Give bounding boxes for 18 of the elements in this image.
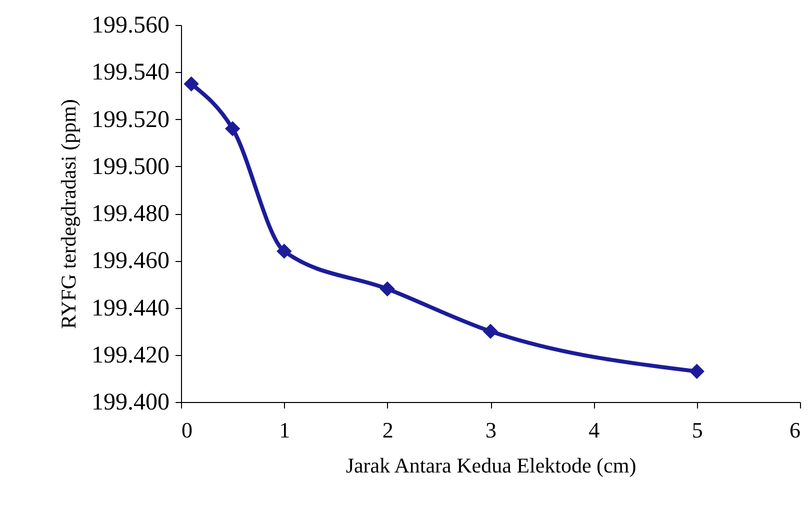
y-tick-label: 199.500	[92, 154, 170, 180]
x-tick-label: 0	[182, 418, 192, 442]
x-tick-label: 3	[486, 418, 496, 442]
x-tick-label: 1	[279, 418, 290, 442]
x-tick-label: 6	[790, 418, 800, 442]
y-tick-label: 199.400	[92, 390, 170, 416]
y-tick-label: 199.480	[92, 201, 170, 227]
y-tick-label: 199.540	[92, 60, 170, 86]
y-tick-label: 199.520	[92, 106, 170, 133]
x-axis-title: Jarak Antara Kedua Elektode (cm)	[346, 454, 636, 478]
y-axis-title: RYFG terdegdradasi (ppm)	[56, 99, 80, 329]
y-tick-label: 199.440	[92, 295, 170, 322]
y-tick-label: 199.460	[92, 248, 170, 274]
y-tick-label: 199.560	[92, 12, 170, 38]
x-tick-label: 5	[692, 418, 703, 442]
x-tick-label: 4	[588, 418, 600, 442]
y-tick-label: 199.420	[92, 342, 170, 368]
x-tick-label: 2	[382, 418, 394, 442]
